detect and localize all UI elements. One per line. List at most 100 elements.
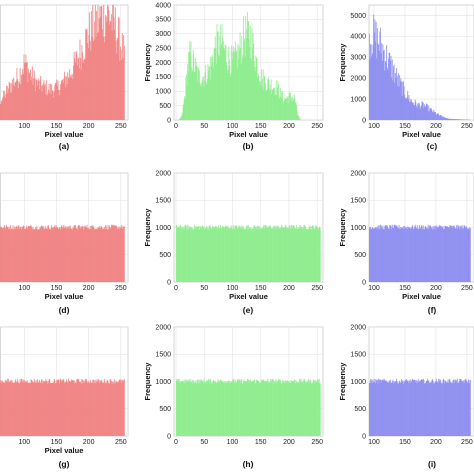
x-tick-label: 200: [283, 439, 295, 446]
x-axis-label: Pixel value: [45, 130, 84, 139]
histogram-panel-g: 100 150 200 250 Pixel value (g): [0, 326, 129, 469]
histogram-bars: [175, 224, 321, 282]
panel-caption: (f): [428, 305, 437, 315]
x-tick-label: 50: [200, 285, 208, 292]
y-tick-label: 1500: [350, 352, 366, 359]
x-axis-label: Pixel value: [402, 292, 441, 301]
histogram-panel-d: 100 150 200 250 Pixel value (d): [0, 172, 129, 315]
panel-caption: (i): [428, 459, 436, 469]
y-tick-label: 0: [362, 433, 366, 440]
x-tick-label: 200: [83, 123, 95, 130]
y-tick-label: 3000: [350, 55, 366, 62]
x-tick-label: 150: [399, 439, 411, 446]
y-tick-label: 0: [167, 433, 171, 440]
histogram-panel-a: 100 150 200 250 Pixel value (a): [0, 4, 129, 151]
x-tick-label: 150: [51, 285, 63, 292]
x-tick-label: 100: [227, 285, 239, 292]
y-tick-label: 500: [159, 103, 171, 110]
y-axis-label: Frequency: [338, 362, 347, 401]
y-tick-label: 1000: [350, 96, 366, 103]
histogram-bars-path: [179, 12, 301, 120]
y-axis-label: Frequency: [338, 43, 347, 82]
y-tick-label: 5000: [350, 13, 366, 20]
x-tick-label: 250: [115, 285, 127, 292]
histogram-bars: [369, 14, 471, 120]
x-tick-label: 250: [115, 123, 127, 130]
x-tick-label: 250: [311, 439, 323, 446]
y-tick-label: 2000: [155, 60, 171, 67]
histogram-bars: [369, 378, 471, 436]
y-tick-label: 1500: [350, 198, 366, 205]
x-axis-label: Pixel value: [45, 292, 84, 301]
histogram-bars-path: [369, 14, 471, 120]
y-axis-label: Frequency: [143, 362, 152, 401]
panel-caption: (b): [243, 141, 254, 151]
histogram-bars-path: [369, 224, 471, 282]
x-tick-label: 200: [83, 285, 95, 292]
x-tick-label: 0: [174, 123, 178, 130]
x-tick-label: 150: [51, 123, 63, 130]
histogram-bars: [369, 224, 471, 282]
y-axis-label: Frequency: [143, 43, 152, 82]
x-tick-label: 100: [368, 439, 380, 446]
x-axis-label: Pixel value: [402, 130, 441, 139]
y-tick-label: 500: [354, 252, 366, 259]
x-tick-label: 200: [283, 123, 295, 130]
x-tick-label: 150: [255, 285, 267, 292]
x-tick-label: 0: [174, 285, 178, 292]
histogram-bars: [179, 12, 301, 120]
panel-caption: (c): [427, 141, 438, 151]
x-tick-label: 250: [311, 123, 323, 130]
y-tick-label: 1500: [155, 352, 171, 359]
x-tick-label: 0: [174, 439, 178, 446]
histogram-bars: [0, 5, 125, 120]
y-axis-label: Frequency: [338, 208, 347, 247]
y-tick-label: 2500: [155, 45, 171, 52]
histogram-panel-f: 100 150 200 250 0 500 1000 1500 2000 Pixel value F…: [338, 170, 474, 315]
x-tick-label: 250: [461, 439, 473, 446]
panel-caption: (e): [243, 305, 254, 315]
y-tick-label: 500: [354, 406, 366, 413]
x-tick-label: 250: [461, 123, 473, 130]
panel-caption: (d): [59, 305, 70, 315]
histogram-bars-path: [175, 378, 321, 436]
x-tick-label: 100: [368, 285, 380, 292]
panel-caption: (h): [243, 459, 254, 469]
y-axis-label: Frequency: [143, 208, 152, 247]
x-axis-label: Pixel value: [229, 130, 268, 139]
x-axis-label: Pixel value: [45, 446, 84, 455]
y-tick-label: 1000: [350, 225, 366, 232]
y-tick-label: 1000: [155, 89, 171, 96]
y-tick-label: 1000: [155, 225, 171, 232]
x-tick-label: 100: [227, 123, 239, 130]
histogram-bars: [175, 378, 321, 436]
y-tick-label: 1500: [155, 198, 171, 205]
x-tick-label: 100: [18, 123, 30, 130]
x-tick-label: 200: [430, 285, 442, 292]
histogram-bars-path: [0, 224, 125, 282]
x-tick-label: 50: [200, 123, 208, 130]
y-tick-label: 1000: [155, 379, 171, 386]
y-tick-label: 3000: [155, 31, 171, 38]
y-tick-label: 3500: [155, 17, 171, 24]
x-tick-label: 150: [399, 285, 411, 292]
x-tick-label: 200: [83, 439, 95, 446]
y-tick-label: 2000: [155, 324, 171, 331]
histogram-bars: [0, 378, 125, 436]
y-tick-label: 500: [159, 252, 171, 259]
panel-caption: (a): [59, 141, 70, 151]
y-tick-label: 0: [167, 117, 171, 124]
y-tick-label: 4000: [155, 2, 171, 9]
y-tick-label: 4000: [350, 34, 366, 41]
histogram-panel-c: 100 150 200 250 0 1000 2000 3000 4000 5000 Pixel v…: [338, 4, 474, 151]
x-tick-label: 50: [200, 439, 208, 446]
y-tick-label: 1000: [350, 379, 366, 386]
histogram-bars-path: [0, 5, 125, 120]
y-tick-label: 1500: [155, 74, 171, 81]
x-tick-label: 100: [18, 285, 30, 292]
panel-caption: (g): [59, 459, 70, 469]
y-tick-label: 2000: [350, 75, 366, 82]
histogram-panel-i: 100 150 200 250 0 500 1000 1500 2000 Frequency (i): [338, 324, 474, 469]
x-tick-label: 100: [368, 123, 380, 130]
x-tick-label: 200: [430, 123, 442, 130]
